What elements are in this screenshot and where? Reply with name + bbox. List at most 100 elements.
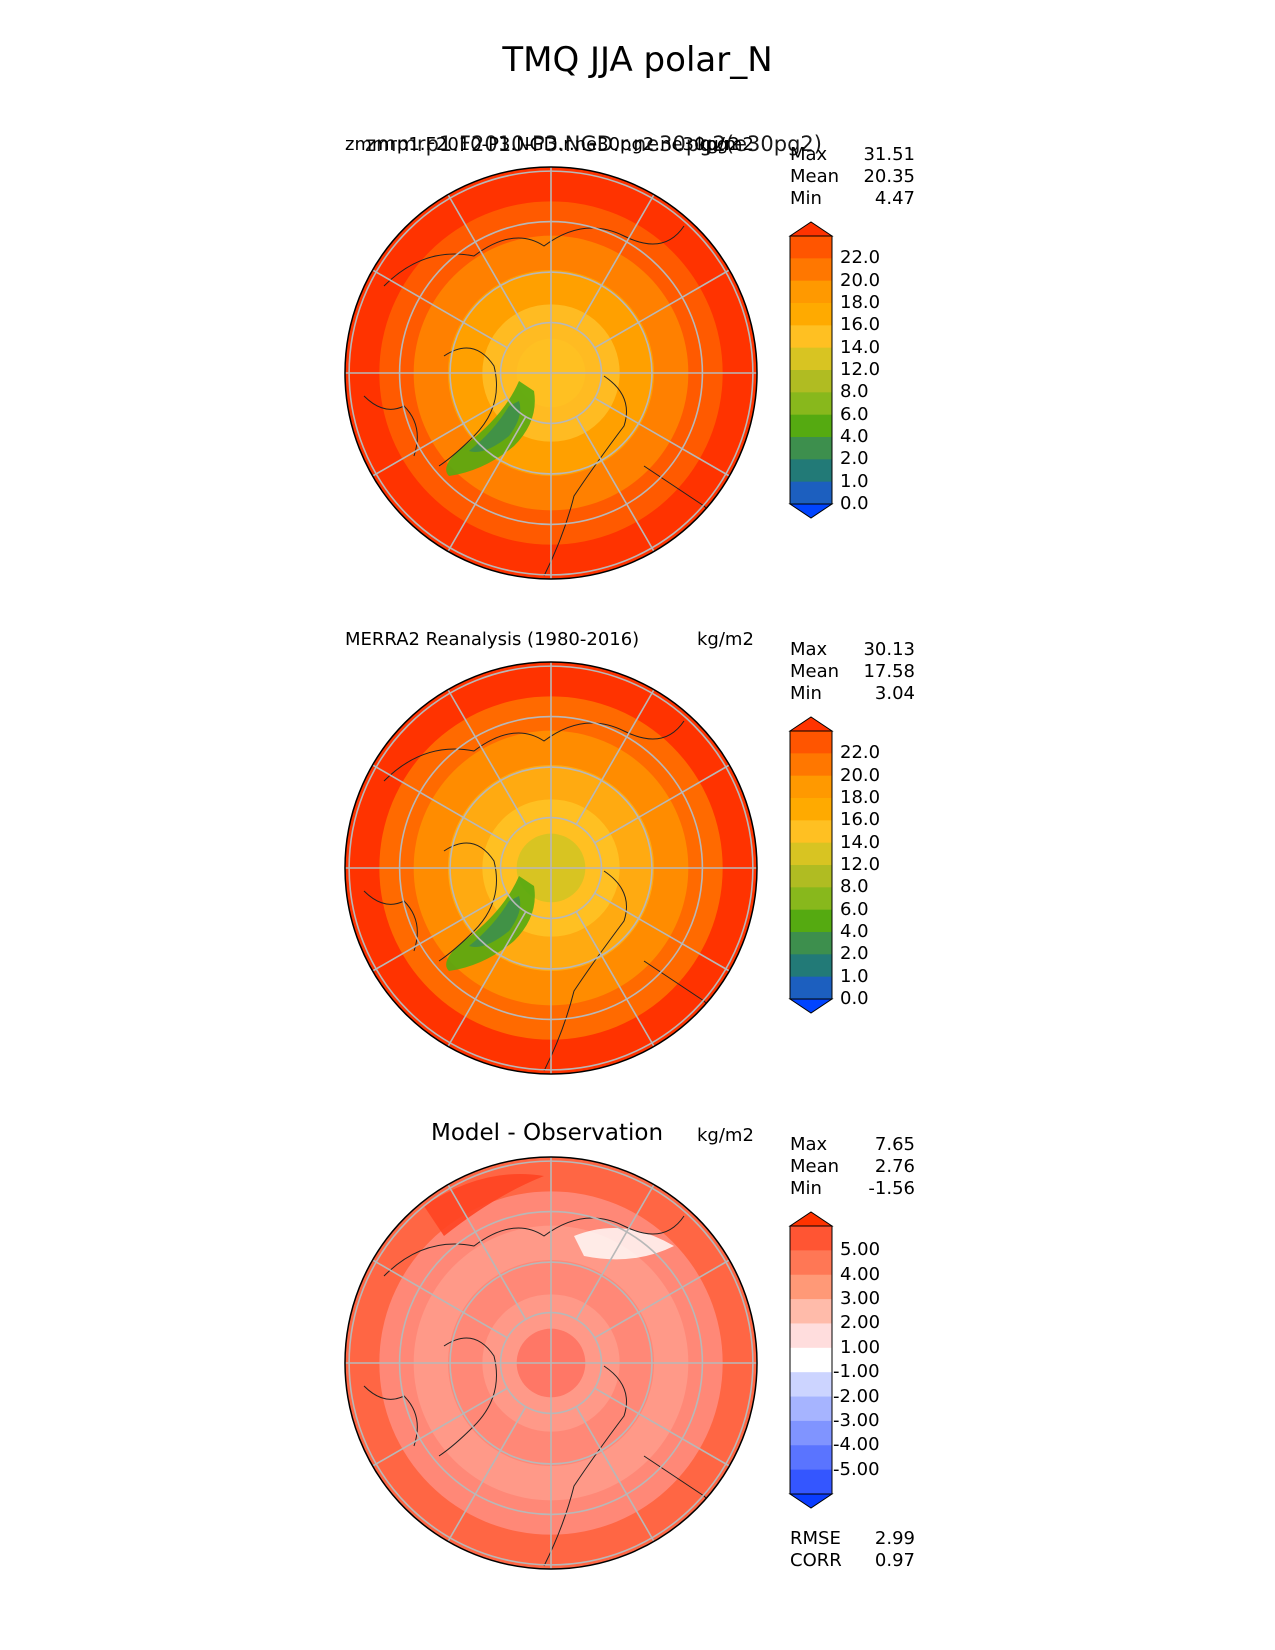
stat-mean-label: Mean	[790, 1156, 840, 1177]
diff-near-zero-region	[574, 1228, 674, 1260]
panel-model-map	[344, 166, 758, 580]
meridian-line	[447, 194, 527, 330]
coastline	[438, 1337, 497, 1457]
meridian-line	[372, 1387, 508, 1467]
colorbar-segment	[790, 1299, 832, 1324]
colorbar-segment	[790, 820, 832, 844]
meridian-line	[594, 1259, 730, 1339]
figure-title: TMQ JJA polar_N	[502, 40, 773, 80]
colorbar-segment	[790, 481, 832, 505]
stat-mean-value: 17.58	[863, 661, 915, 682]
colorbar-tick-label: 2.0	[840, 943, 869, 965]
colorbar-segment	[790, 303, 832, 326]
meridian-line	[594, 764, 730, 844]
map-boundary	[344, 661, 758, 1075]
colorbar-tick-label: 2.00	[840, 1312, 881, 1334]
colorbar-tick-label: 14.0	[840, 831, 881, 853]
colorbar-segment	[790, 1372, 832, 1398]
colorbar-tick-label: 16.0	[840, 314, 881, 336]
colorbar-segment	[790, 1274, 832, 1300]
colorbar-tick-label: 4.00	[840, 1263, 881, 1285]
meridian-line	[372, 764, 508, 844]
coastline	[438, 842, 497, 962]
colorbar-segment	[790, 1445, 832, 1471]
colorbar-segment	[790, 842, 832, 866]
colorbar-segment	[790, 1250, 832, 1276]
colorbar-segment	[790, 258, 832, 282]
colorbar-extend-bottom	[788, 1493, 834, 1509]
colorbar-segment	[790, 932, 832, 955]
stat-min-label: Min	[790, 188, 822, 209]
meridian-line	[594, 892, 730, 972]
colorbar-segment	[790, 1420, 832, 1446]
colorbar-tick-label: 5.00	[840, 1239, 881, 1261]
colorbar-segment	[790, 909, 832, 933]
meridian-line	[372, 892, 508, 972]
greenland-interior	[469, 401, 521, 452]
colorbar-extend-top	[788, 716, 834, 732]
colorbar-extend-top	[788, 1211, 834, 1227]
colorbar-frame	[789, 1225, 833, 1495]
map-fill-group	[345, 167, 757, 579]
meridian-line	[575, 1406, 655, 1542]
colorbar-segment	[790, 798, 832, 821]
meridian-line	[575, 1184, 655, 1320]
colorbar-tick-label: -2.00	[833, 1385, 880, 1407]
panel-model-units: kg/m2	[697, 134, 754, 155]
colorbar-tick-label: 3.00	[840, 1288, 881, 1310]
meridian-line	[575, 194, 655, 330]
colorbar-tick-label: 6.0	[840, 403, 869, 425]
coastline	[438, 347, 497, 467]
coastline	[383, 720, 685, 782]
map-boundary	[344, 166, 758, 580]
colorbar-extend-bottom	[788, 503, 834, 519]
colorbar-tick-label: 4.0	[840, 426, 869, 447]
stat-mean-value: 20.35	[863, 166, 915, 187]
colorbar-tick-label: 14.0	[840, 336, 881, 358]
colorbar-tick-label: 6.0	[840, 898, 869, 920]
colorbar-segment	[790, 954, 832, 978]
coastline	[543, 375, 627, 577]
colorbar-segment	[790, 1226, 832, 1251]
colorbar-segment	[790, 775, 832, 799]
colorbar-segment	[790, 976, 832, 1000]
meridian-line	[575, 416, 655, 552]
colorbar-segment	[790, 347, 832, 371]
stat-min-label: Min	[790, 1178, 822, 1199]
diff-high-region	[424, 1174, 544, 1236]
map-fill-group	[345, 1157, 757, 1569]
panel-diff-map	[344, 1156, 758, 1570]
colorbar-tick-label: -1.00	[833, 1361, 880, 1383]
colorbar-segment	[790, 731, 832, 754]
colorbar-segment	[790, 437, 832, 460]
colorbar-tick-label: 1.0	[840, 470, 869, 492]
meridian-line	[594, 1387, 730, 1467]
stat-mean-label: Mean	[790, 166, 840, 187]
stat-min-label: Min	[790, 683, 822, 704]
colorbar-tick-label: 0.0	[840, 493, 869, 514]
colorbar-frame	[789, 730, 833, 1000]
colorbar-tick-label: -5.00	[833, 1458, 880, 1480]
colorbar-segment	[790, 1469, 832, 1495]
stat-max-value: 31.51	[863, 144, 915, 165]
colorbar-tick-label: -3.00	[833, 1409, 880, 1431]
stat-min-value: 4.47	[874, 188, 915, 209]
stat-mean-value: 2.76	[874, 1156, 915, 1177]
meridian-line	[447, 911, 527, 1047]
meridian-line	[575, 911, 655, 1047]
map-boundary	[344, 1156, 758, 1570]
colorbar-tick-label: 22.0	[840, 247, 881, 269]
colorbar-segment	[790, 414, 832, 438]
coastline	[543, 870, 627, 1072]
colorbar-tick-label: 8.0	[840, 381, 869, 403]
colorbar-segment	[790, 1323, 832, 1349]
panel-diff-title: Model - Observation	[431, 1120, 664, 1146]
colorbar-segment	[790, 280, 832, 304]
colorbar-extend-top	[788, 221, 834, 237]
meridian-line	[594, 269, 730, 349]
colorbar-segment	[790, 370, 832, 393]
colorbar-tick-label: 0.0	[840, 988, 869, 1009]
panel-model-title-overprint: zmmrp1.F2010-P3.NGD.r.ne30pg2(e30pg2)	[365, 132, 822, 156]
greenland-interior	[469, 896, 521, 947]
colorbar-tick-label: 2.0	[840, 448, 869, 470]
